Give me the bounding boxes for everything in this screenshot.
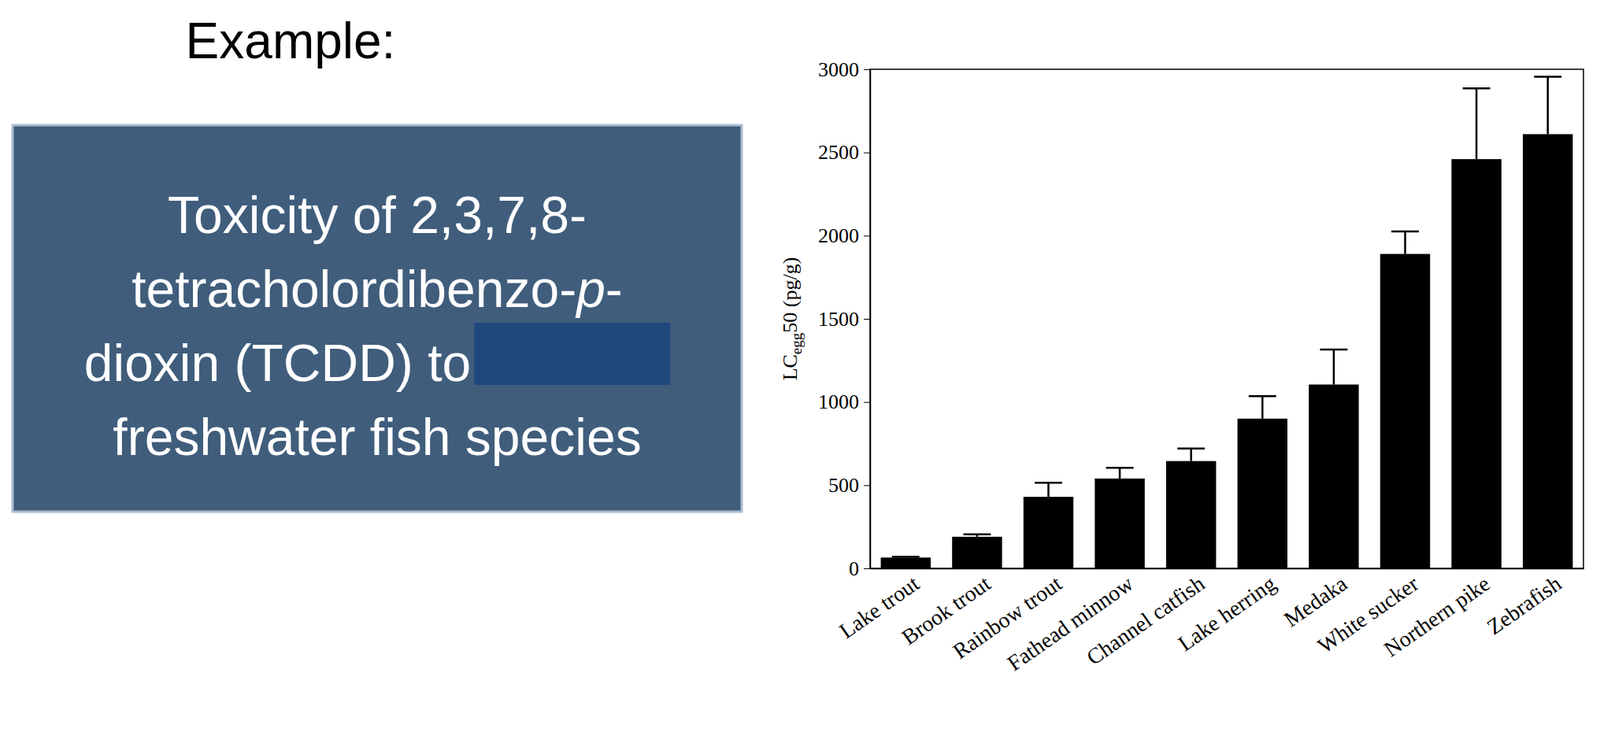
error-stem [1475,88,1478,160]
error-stem [1403,231,1407,255]
title-segment: Toxicity of 2,3,7,8- [167,185,587,245]
error-bar [962,534,991,538]
y-tick-mark [863,235,871,237]
error-bar [1034,482,1063,497]
x-tick-label: Northern pike [1379,570,1495,662]
title-box [12,125,742,512]
y-tick-mark [863,568,871,570]
error-stem [1047,482,1050,497]
error-cap [1319,348,1348,352]
error-cap [1391,230,1419,234]
error-bar [1248,396,1277,419]
x-tick-label: Lake herring [1173,570,1281,656]
y-tick-mark [863,485,871,486]
error-cap [892,555,920,559]
plot-frame [870,69,1584,569]
y-tick-label: 2000 [818,224,860,248]
error-cap [962,533,991,536]
error-bar [1319,349,1348,385]
error-bar [1177,448,1205,462]
title-segment: freshwater fish species [112,407,641,467]
x-tick: Fathead minnow [1002,568,1138,676]
y-tick-label: 3000 [818,58,860,82]
x-tick: Northern pike [1379,568,1495,662]
error-stem [1333,349,1336,385]
plot-marks [881,77,1574,569]
title-line: freshwater fish species [112,407,641,467]
y-tick-label: 500 [828,474,860,497]
bar [1023,496,1074,569]
y-tick: 500 [828,474,871,497]
slide: Example: Toxicity of 2,3,7,8- tetracholord… [0,0,1600,751]
bar [1451,159,1501,569]
bar [1308,384,1359,569]
error-stem [1118,467,1122,479]
y-tick: 1500 [818,307,871,331]
x-axis: Lake troutBrook troutRainbow troutFathea… [834,568,1584,676]
bar [881,557,931,569]
x-tick: Zebrafish [1482,568,1567,640]
y-tick-label: 1000 [818,390,860,414]
x-tick-label: Fathead minnow [1002,570,1138,676]
y-tick-label: 0 [848,557,860,581]
error-bar [1391,231,1419,255]
x-tick: Lake herring [1173,568,1281,656]
y-axis-title: LCegg50 (pg/g) [778,257,805,382]
y-tick-mark [863,69,871,71]
error-stem [1261,396,1264,419]
error-cap [1034,481,1063,485]
x-tick-label: Zebrafish [1482,570,1567,640]
y-tick: 2500 [818,140,871,164]
y-tick-label: 1500 [818,307,860,331]
error-cap [1248,395,1277,398]
title-segment: p [574,259,606,319]
y-axis-title-part: egg [788,332,805,355]
x-axis-line [870,568,1585,571]
y-tick: 0 [848,557,871,581]
bar [951,537,1002,569]
heading: Example: [185,12,397,70]
error-bar [1106,467,1134,479]
y-tick-mark [863,318,871,320]
error-bar [892,556,920,558]
title-segment: dioxin (TCDD) to [84,333,471,393]
bar [1237,418,1288,569]
y-axis: 0 500 1000 1500 2000 2500 3000 [818,58,871,581]
y-tick: 2000 [818,224,871,248]
title-line: Toxicity of 2,3,7,8- [167,185,587,245]
x-tick-label: Channel catfish [1081,570,1209,671]
error-cap [1462,87,1491,90]
y-axis-title-part: LC [778,354,802,381]
bar [1380,254,1430,569]
title-segment: tetracholordibenzo- [131,259,577,319]
error-cap [1106,466,1134,470]
title-line: dioxin (TCDD) to [84,333,471,393]
error-bar [1533,77,1562,135]
error-stem [1189,448,1193,462]
error-stem [1546,77,1549,135]
x-tick: Channel catfish [1081,568,1209,671]
y-tick-label: 2500 [818,140,860,164]
error-bar [1462,88,1491,160]
y-tick-mark [863,402,871,404]
error-cap [1533,75,1562,78]
y-tick: 3000 [818,58,871,82]
y-axis-title-part: 50 (pg/g) [778,257,802,334]
error-cap [1177,448,1205,451]
title-line: tetracholordibenzo-p- [131,259,623,319]
bar [1522,133,1573,569]
bar [1094,478,1145,569]
title-segment: - [605,259,623,319]
y-tick-mark [863,152,871,154]
y-tick: 1000 [818,390,871,414]
redaction [474,322,671,386]
bar [1166,461,1216,569]
